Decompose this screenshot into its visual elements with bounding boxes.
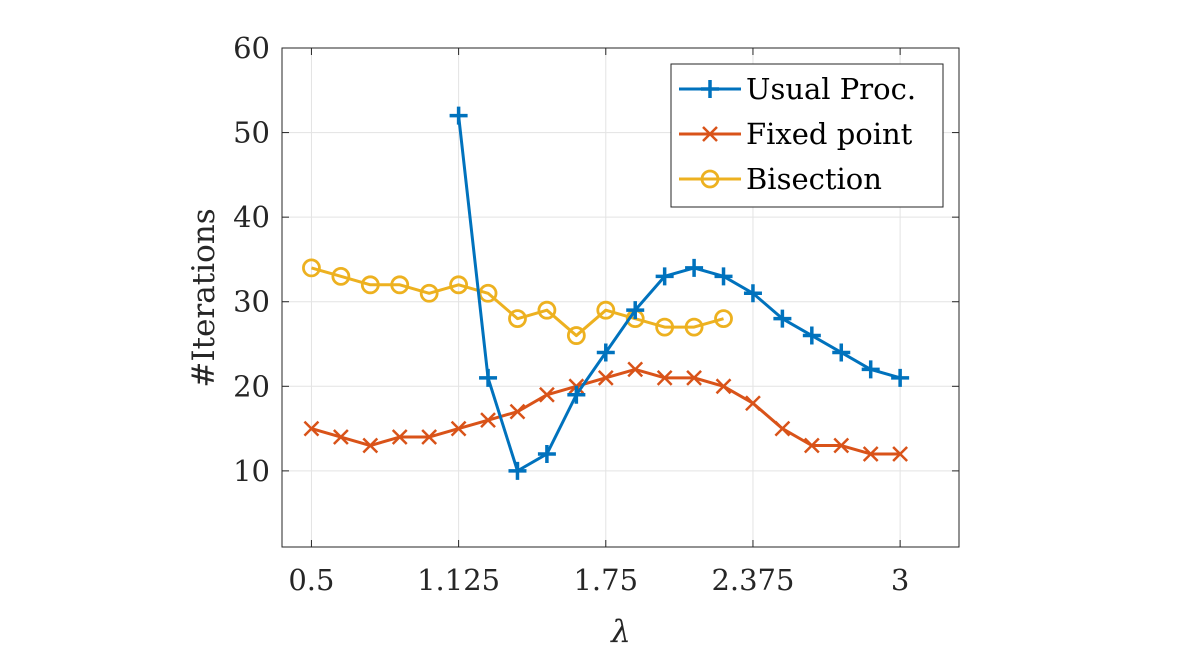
data-point-fixed-point bbox=[362, 437, 379, 454]
data-point-usual-proc bbox=[714, 267, 733, 286]
legend-label: Fixed point bbox=[746, 117, 913, 151]
y-axis-ticks: 10 20 30 40 50 60 bbox=[233, 31, 959, 488]
data-point-bisection bbox=[302, 258, 321, 278]
data-point-usual-proc bbox=[861, 360, 880, 379]
legend-label: Bisection bbox=[746, 162, 882, 196]
x-axis-label: λ bbox=[609, 614, 631, 650]
data-point-fixed-point bbox=[332, 429, 349, 445]
data-point-usual-proc bbox=[655, 267, 674, 286]
data-point-fixed-point bbox=[450, 420, 467, 437]
data-point-fixed-point bbox=[509, 403, 526, 420]
data-point-fixed-point bbox=[303, 420, 320, 437]
legend-entry-bisection: Bisection bbox=[679, 162, 882, 196]
series-bisection bbox=[302, 258, 733, 345]
data-point-usual-proc bbox=[802, 326, 821, 345]
data-point-usual-proc bbox=[449, 106, 468, 125]
data-point-fixed-point bbox=[715, 378, 732, 395]
data-point-usual-proc bbox=[596, 343, 615, 362]
y-tick-label: 20 bbox=[233, 369, 270, 403]
legend-entry-fixed-point: Fixed point bbox=[679, 117, 913, 151]
legend-marker bbox=[701, 80, 719, 98]
data-point-usual-proc bbox=[567, 385, 586, 404]
x-tick-label: 1.75 bbox=[573, 563, 638, 597]
data-point-fixed-point bbox=[539, 386, 555, 403]
y-tick-label: 10 bbox=[233, 454, 270, 488]
data-point-bisection bbox=[449, 275, 469, 295]
data-point-fixed-point bbox=[391, 429, 408, 445]
data-point-fixed-point bbox=[862, 446, 879, 462]
data-point-bisection bbox=[360, 275, 380, 295]
data-point-bisection bbox=[566, 326, 586, 345]
x-axis-ticks: 0.5 1.125 1.75 2.375 3 bbox=[288, 48, 909, 597]
data-point-bisection bbox=[684, 317, 704, 337]
legend-label: Usual Proc. bbox=[746, 72, 916, 106]
data-point-fixed-point bbox=[480, 412, 496, 429]
data-point-fixed-point bbox=[597, 369, 614, 386]
data-point-fixed-point bbox=[774, 420, 791, 437]
data-point-fixed-point bbox=[892, 446, 909, 462]
data-point-usual-proc bbox=[773, 309, 792, 328]
data-point-bisection bbox=[331, 266, 351, 286]
x-tick-label: 0.5 bbox=[288, 563, 334, 597]
data-point-bisection bbox=[596, 300, 616, 320]
data-point-fixed-point bbox=[656, 369, 673, 386]
x-tick-label: 1.125 bbox=[417, 563, 500, 597]
data-point-usual-proc bbox=[685, 258, 704, 277]
axes-box bbox=[281, 47, 960, 548]
data-point-fixed-point bbox=[803, 437, 820, 454]
series-fixed-point bbox=[303, 361, 909, 462]
y-tick-label: 30 bbox=[233, 285, 270, 319]
y-tick-label: 50 bbox=[233, 116, 270, 150]
legend: Usual Proc. Fixed point Bisection bbox=[670, 63, 944, 208]
series-usual-proc bbox=[449, 106, 910, 480]
data-point-usual-proc bbox=[626, 301, 645, 320]
data-point-usual-proc bbox=[537, 444, 556, 463]
series-layer bbox=[302, 106, 910, 480]
x-tick-label: 2.375 bbox=[711, 563, 794, 597]
data-point-bisection bbox=[390, 275, 410, 295]
y-tick-label: 40 bbox=[233, 200, 270, 234]
legend-marker bbox=[702, 126, 718, 142]
data-point-usual-proc bbox=[508, 461, 527, 480]
data-point-bisection bbox=[508, 309, 527, 329]
data-point-bisection bbox=[655, 317, 675, 337]
data-point-usual-proc bbox=[743, 284, 762, 303]
data-point-fixed-point bbox=[745, 395, 761, 412]
data-point-bisection bbox=[419, 283, 439, 303]
data-point-bisection bbox=[537, 300, 557, 320]
x-tick-label: 3 bbox=[891, 563, 909, 597]
y-axis-label: #Iterations bbox=[186, 208, 222, 387]
data-point-bisection bbox=[714, 309, 733, 329]
data-point-usual-proc bbox=[479, 368, 498, 387]
data-point-usual-proc bbox=[832, 343, 851, 362]
series-line-bisection bbox=[311, 266, 724, 338]
data-point-fixed-point bbox=[421, 429, 438, 445]
data-point-usual-proc bbox=[891, 368, 910, 387]
data-point-fixed-point bbox=[686, 369, 702, 386]
data-point-fixed-point bbox=[833, 437, 850, 454]
data-point-fixed-point bbox=[627, 361, 644, 378]
series-line-usual-proc bbox=[457, 115, 901, 473]
y-tick-label: 60 bbox=[233, 31, 270, 65]
legend-entry-usual-proc: Usual Proc. bbox=[679, 72, 916, 106]
legend-marker bbox=[700, 169, 720, 189]
